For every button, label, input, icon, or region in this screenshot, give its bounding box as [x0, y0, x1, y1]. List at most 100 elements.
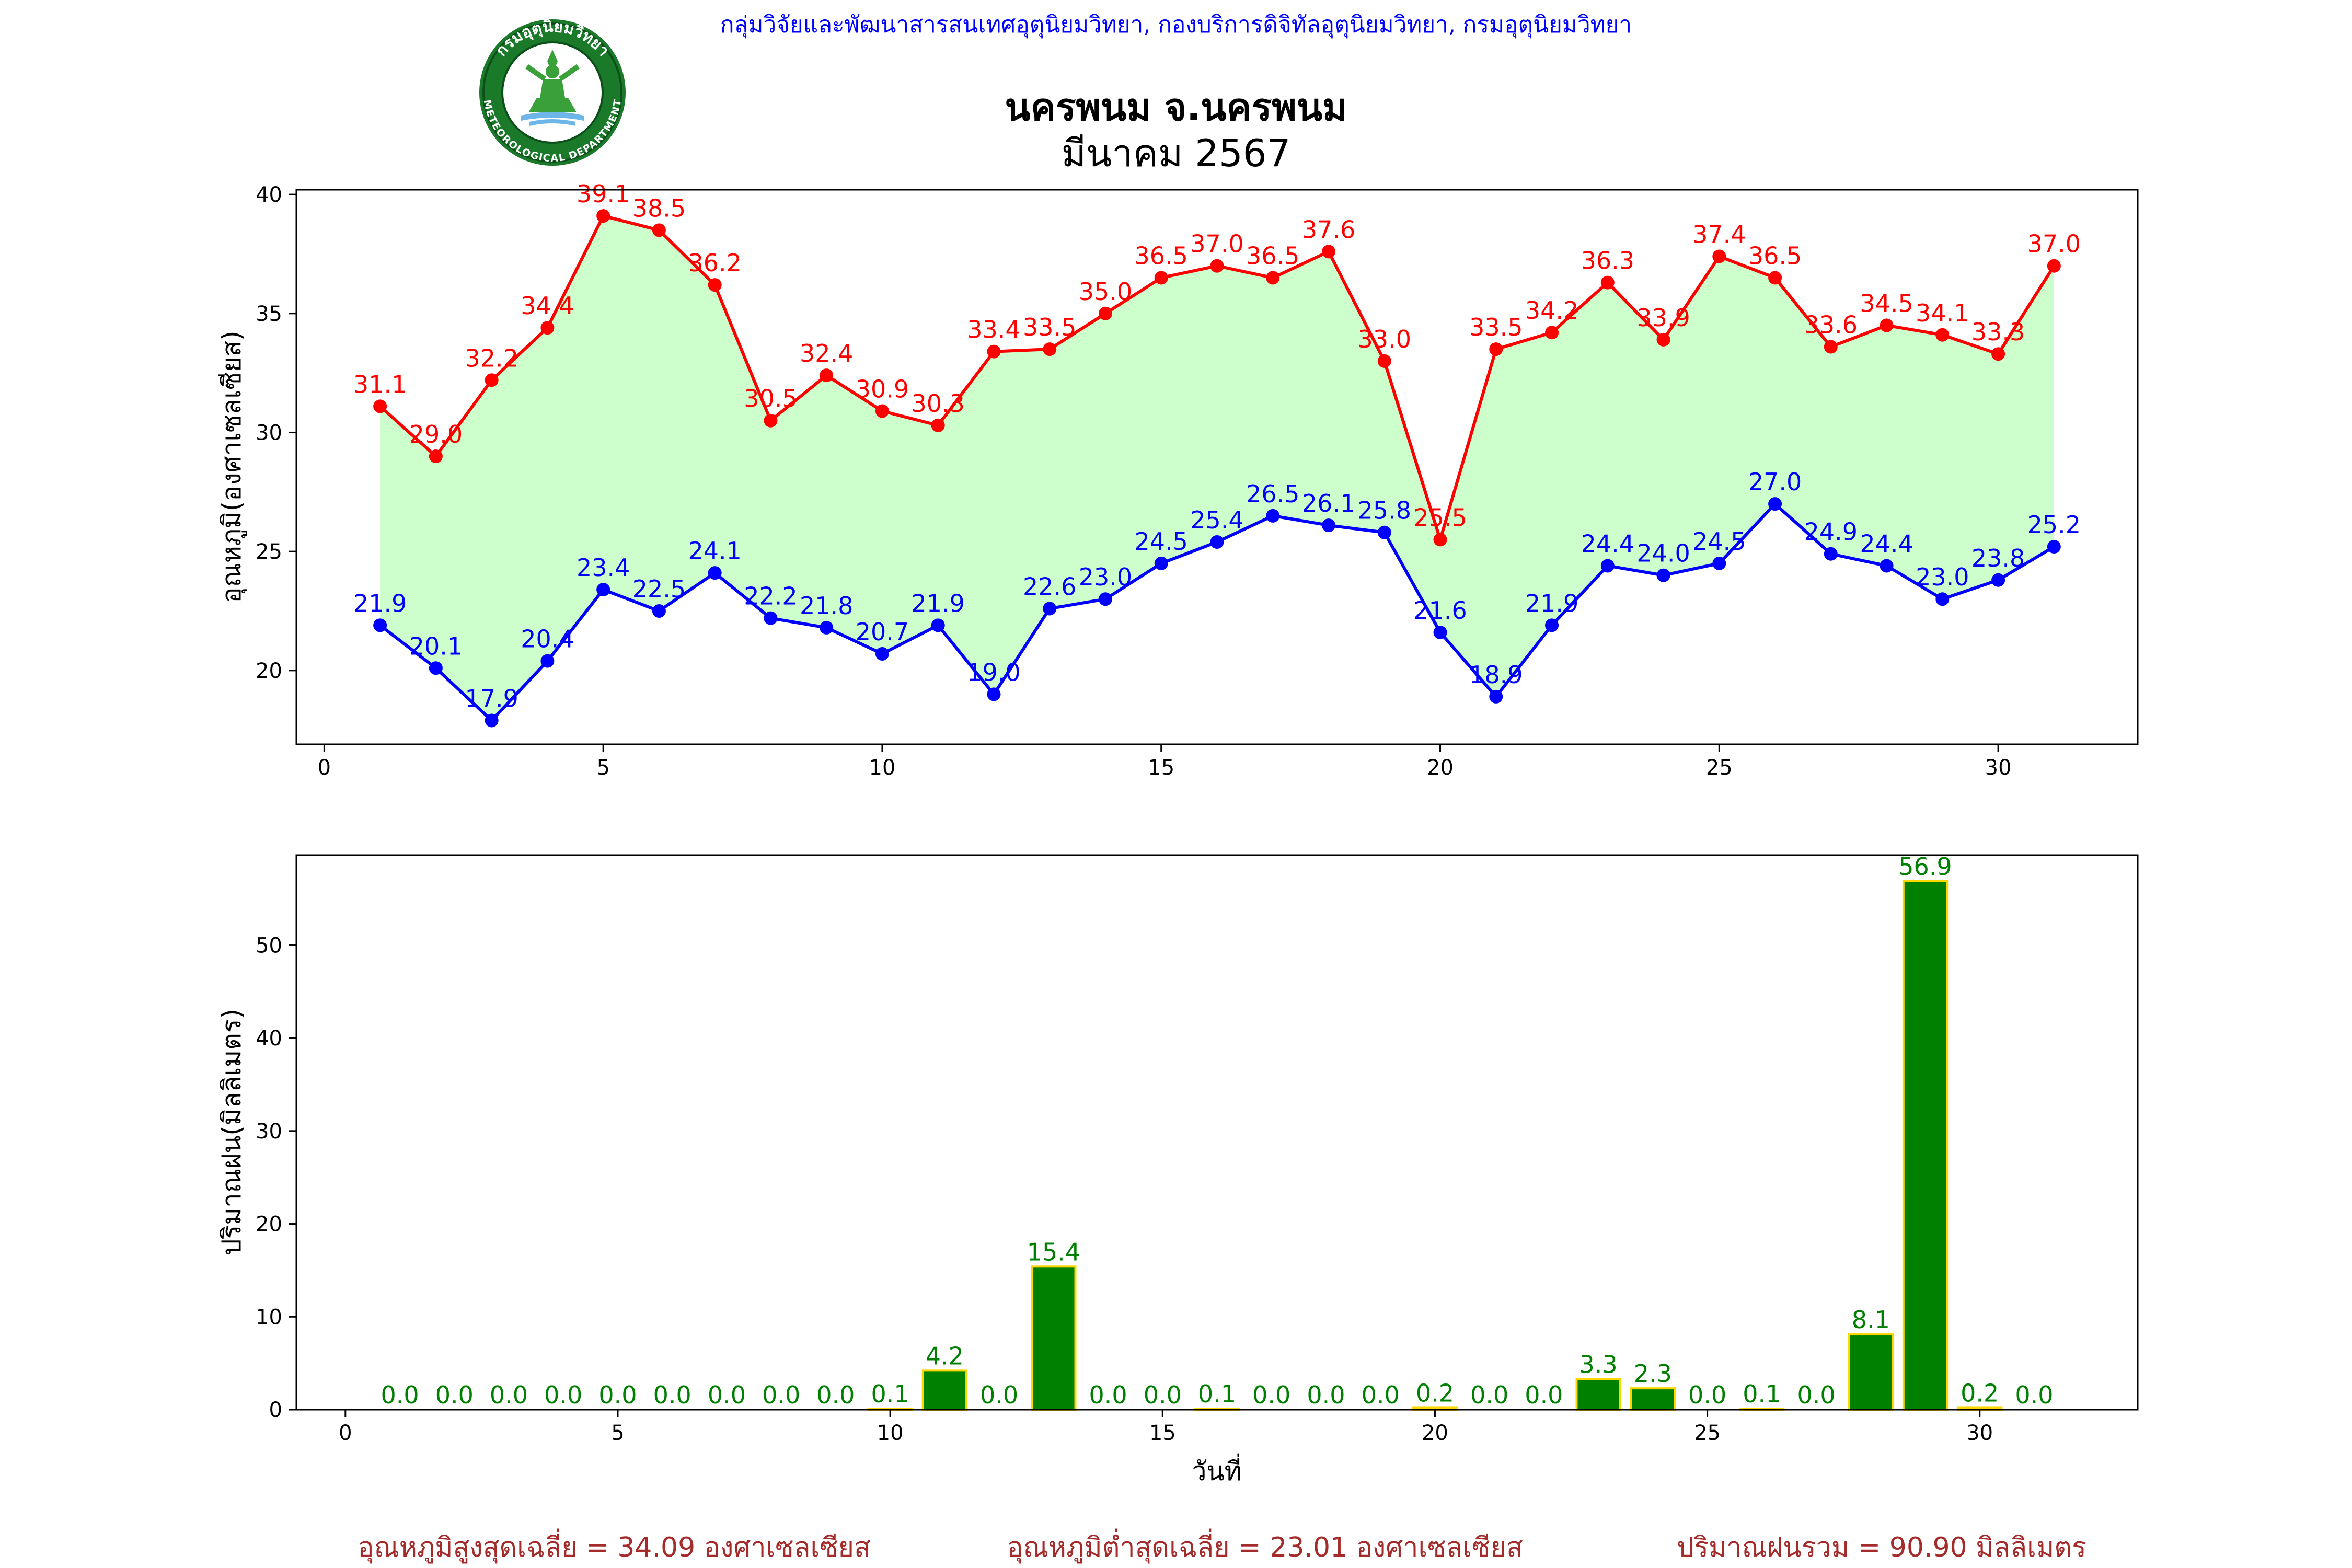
tmax-point	[820, 368, 834, 383]
tmax-point	[1322, 245, 1336, 259]
tmin-point	[540, 654, 555, 668]
tmax-data-label: 29.0	[409, 420, 463, 448]
rainfall-data-label: 0.0	[1144, 1381, 1182, 1409]
footer-avg-min: อุณหภูมิต่ำสุดเฉลี่ย = 23.01 องศาเซลเซีย…	[1007, 1528, 1523, 1564]
tmax-data-label: 33.0	[1358, 325, 1411, 353]
tmin-point	[373, 618, 387, 632]
tmin-point	[1991, 573, 2005, 587]
temperature-y-tick-label: 40	[256, 183, 282, 207]
tmin-data-label: 23.0	[1079, 563, 1132, 591]
tmin-data-label: 23.8	[1971, 544, 2025, 572]
tmax-data-label: 33.5	[1023, 313, 1076, 341]
tmin-point	[429, 661, 443, 675]
tmin-point	[1433, 625, 1447, 639]
tmax-point	[1210, 259, 1224, 273]
tmax-point	[1266, 271, 1280, 285]
tmax-point	[1935, 328, 1950, 342]
tmax-data-label: 34.1	[1916, 299, 1969, 327]
rainfall-bar	[1031, 1265, 1077, 1411]
station-title: นครพนม จ.นครพนม	[1005, 85, 1347, 129]
tmin-point	[1824, 547, 1838, 561]
tmax-point	[1991, 347, 2005, 361]
rainfall-data-label: 3.3	[1579, 1350, 1618, 1378]
rainfall-data-label: 0.2	[1416, 1379, 1454, 1407]
rainfall-data-label: 0.0	[1362, 1381, 1400, 1409]
tmax-data-label: 36.5	[1748, 241, 1802, 270]
tmin-data-label: 21.6	[1413, 596, 1467, 625]
rainfall-data-label: 0.2	[1961, 1379, 1999, 1407]
tmin-point	[1768, 497, 1782, 511]
tmin-data-label: 25.2	[2027, 511, 2081, 539]
tmin-data-label: 21.9	[1525, 589, 1578, 617]
rainfall-x-axis-label: วันที่	[1192, 1454, 1241, 1486]
tmax-point	[1098, 306, 1112, 320]
tmin-point	[1600, 559, 1615, 573]
temperature-plot-frame	[295, 189, 2139, 745]
tmin-data-label: 21.9	[353, 589, 407, 617]
rainfall-x-tick-label: 15	[1149, 1421, 1176, 1445]
tmax-data-label: 33.9	[1636, 304, 1690, 332]
tmin-data-label: 20.1	[409, 632, 463, 660]
temperature-x-tick-label: 15	[1148, 756, 1174, 780]
temperature-x-tick-label: 5	[596, 756, 609, 780]
tmin-point	[1154, 556, 1168, 570]
tmin-data-label: 25.4	[1190, 506, 1243, 534]
tmin-data-label: 26.1	[1302, 489, 1355, 517]
rainfall-x-tick-label: 0	[339, 1421, 352, 1445]
tmin-point	[1656, 568, 1670, 582]
tmax-point	[931, 418, 945, 432]
rainfall-data-label: 0.1	[871, 1380, 909, 1408]
rainfall-data-label: 0.0	[490, 1381, 528, 1409]
rainfall-data-label: 0.0	[598, 1381, 637, 1409]
tmin-data-label: 24.9	[1804, 518, 1858, 546]
temperature-x-tick-label: 30	[1985, 756, 2012, 780]
rainfall-data-label: 0.0	[381, 1381, 419, 1409]
tmin-data-label: 26.5	[1246, 480, 1299, 508]
tmax-data-label: 34.2	[1525, 296, 1578, 325]
tmin-point	[1043, 602, 1057, 616]
tmin-data-label: 24.1	[688, 537, 741, 565]
tmin-point	[1266, 509, 1280, 523]
tmax-point	[1377, 354, 1391, 368]
tmin-data-label: 20.7	[856, 618, 909, 646]
temperature-y-tick-label: 20	[256, 659, 282, 683]
tmax-data-label: 25.5	[1413, 503, 1467, 532]
tmin-data-label: 25.8	[1358, 497, 1411, 525]
rainfall-data-label: 15.4	[1027, 1238, 1080, 1266]
footer-total-rain: ปริมาณฝนรวม = 90.90 มิลลิเมตร	[1677, 1532, 2086, 1563]
tmax-point	[540, 321, 555, 335]
rainfall-data-label: 0.0	[1252, 1381, 1290, 1409]
tmax-point	[1768, 271, 1782, 285]
tmax-data-label: 37.4	[1692, 221, 1746, 249]
tmax-point	[1880, 318, 1894, 332]
tmin-data-label: 24.5	[1135, 527, 1188, 556]
rainfall-y-tick-label: 0	[269, 1398, 282, 1422]
tmax-data-label: 33.6	[1804, 311, 1858, 339]
rainfall-bar	[1902, 880, 1949, 1411]
tmax-data-label: 31.1	[353, 370, 407, 398]
rainfall-data-label: 0.0	[544, 1381, 582, 1409]
rainfall-x-tick-label: 30	[1966, 1421, 1993, 1445]
tmax-point	[1824, 340, 1838, 354]
rainfall-data-label: 0.0	[1307, 1381, 1345, 1409]
rainfall-y-tick-label: 10	[256, 1305, 282, 1329]
tmin-data-label: 22.2	[744, 582, 797, 610]
rainfall-data-label: 4.2	[926, 1342, 964, 1370]
tmax-data-label: 35.0	[1079, 278, 1132, 306]
tmin-data-label: 22.6	[1023, 572, 1076, 601]
rainfall-chart: 0.0 0.0 0.0 0.0 0.0 0.0 0.0 0.0 0.0 0.1 4.2 0.0 15.4…	[216, 852, 2139, 1486]
rainfall-data-label: 0.0	[653, 1381, 691, 1409]
tmax-point	[1489, 342, 1503, 356]
tmax-data-label: 33.5	[1469, 313, 1523, 341]
tmin-data-label: 18.9	[1469, 661, 1523, 689]
tmin-point	[987, 687, 1001, 701]
temperature-y-axis-label: อุณหภูมิ(องศาเซลเซียส)	[216, 330, 247, 603]
tmax-data-label: 39.1	[577, 180, 630, 208]
rainfall-y-tick-label: 40	[256, 1027, 282, 1051]
tmax-data-label: 32.4	[800, 339, 853, 367]
rainfall-x-tick-label: 5	[611, 1421, 624, 1445]
rainfall-data-label: 0.0	[2015, 1381, 2053, 1409]
rainfall-data-label: 0.0	[980, 1381, 1018, 1409]
tmin-data-label: 23.4	[577, 554, 630, 582]
tmax-data-label: 36.2	[688, 249, 741, 277]
